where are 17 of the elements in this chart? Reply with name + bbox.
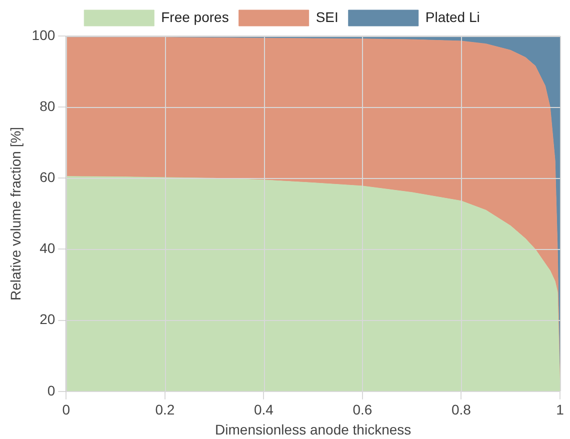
legend-label: Free pores [161, 8, 229, 25]
y-tick-label: 40 [40, 240, 56, 256]
y-tick-label: 100 [32, 26, 56, 43]
x-tick-label: 0.8 [451, 402, 472, 418]
legend-label: Plated Li [425, 8, 480, 25]
x-tick-label: 1 [556, 402, 564, 418]
x-tick-label: 0.6 [352, 402, 372, 418]
y-tick-label: 80 [40, 98, 56, 114]
x-axis-title: Dimensionless anode thickness [215, 421, 412, 438]
y-axis-title: Relative volume fraction [%] [7, 126, 24, 300]
y-tick-label: 20 [40, 311, 56, 328]
x-tick-label: 0.4 [254, 402, 274, 418]
y-tick-label: 0 [47, 382, 56, 398]
x-tick-label: 0.2 [155, 402, 175, 418]
x-tick-label: 0 [62, 402, 70, 418]
legend-label: SEI [316, 8, 338, 25]
y-tick-label: 60 [40, 169, 56, 186]
